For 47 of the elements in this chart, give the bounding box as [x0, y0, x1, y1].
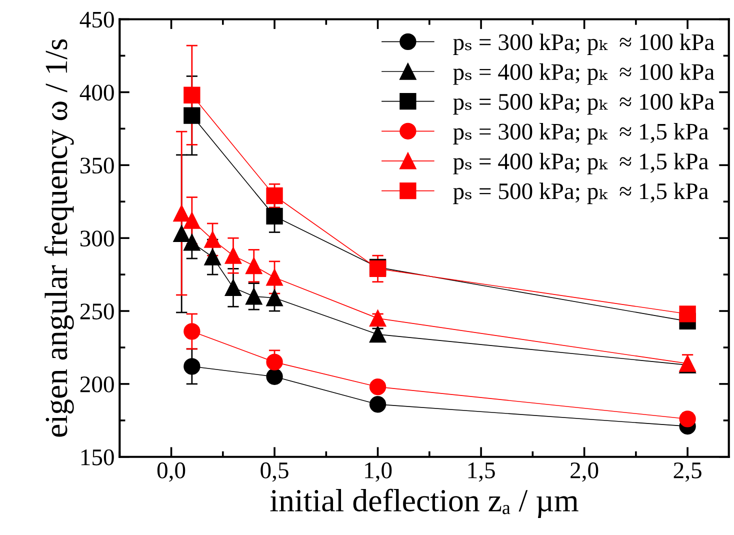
point — [173, 225, 190, 242]
x-tick-label: 1,5 — [468, 462, 495, 482]
legend-label: pₛ = 400 kPa; pₖ ≈ 1,5 kPa — [453, 152, 708, 174]
point — [204, 231, 221, 248]
point — [266, 269, 283, 286]
y-axis-title: eigen angular frequency ω / 1/s — [44, 39, 74, 437]
x-axis-title: initial deflection zₐ / µm — [270, 488, 578, 518]
y-tick-label: 250 — [80, 304, 114, 320]
legend-label: pₛ = 300 kPa; pₖ ≈ 1,5 kPa — [453, 123, 708, 144]
point — [369, 378, 386, 396]
point — [266, 290, 283, 306]
point — [204, 248, 221, 266]
point — [369, 310, 386, 327]
x-tick-label: 2,0 — [570, 462, 598, 482]
x-tick-label: 1,0 — [365, 462, 392, 482]
x-tick-label: 0,5 — [260, 462, 288, 482]
x-tick-label: 2,5 — [674, 462, 702, 482]
y-tick-label: 200 — [80, 376, 114, 392]
point — [266, 368, 283, 385]
y-tick-label: 350 — [80, 158, 114, 174]
legend-label: pₛ = 300 kPa; pₖ ≈ 100 kPa — [453, 34, 714, 55]
point — [184, 358, 200, 375]
legend-label: pₛ = 500 kPa; pₖ ≈ 100 kPa — [453, 93, 714, 115]
point — [679, 410, 696, 428]
point — [266, 208, 283, 225]
y-tick-label: 300 — [80, 230, 114, 246]
point — [369, 326, 386, 343]
y-tick-label: 150 — [81, 449, 114, 466]
point — [184, 234, 200, 251]
y-tick-label: 450 — [80, 12, 114, 28]
point — [266, 354, 283, 370]
y-tick-label: 400 — [80, 84, 114, 101]
legend-label: pₛ = 400 kPa; pₖ ≈ 100 kPa — [453, 63, 714, 85]
point — [173, 204, 190, 222]
point — [246, 257, 262, 274]
point — [184, 86, 200, 104]
point — [184, 107, 200, 124]
point — [184, 323, 200, 340]
point — [246, 288, 262, 305]
point — [369, 396, 386, 413]
x-tick-label: 0,0 — [157, 462, 186, 482]
point — [184, 212, 200, 229]
point — [679, 306, 696, 322]
legend-label: pₛ = 500 kPa; pₖ ≈ 1,5 kPa — [453, 182, 708, 204]
point — [266, 187, 283, 204]
point — [224, 247, 242, 264]
point — [224, 279, 242, 296]
